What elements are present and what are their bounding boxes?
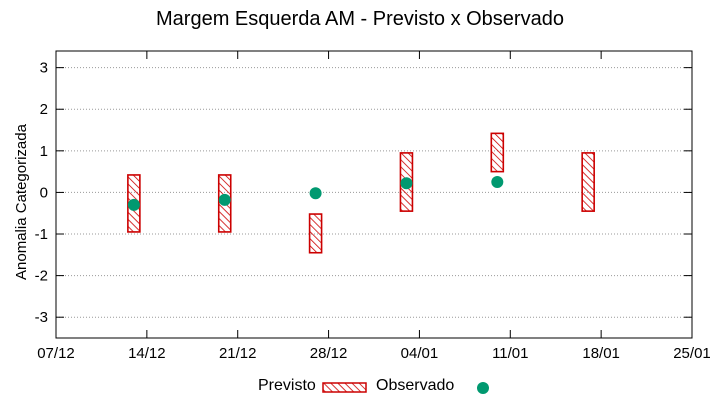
y-tick-label: -3	[35, 309, 48, 326]
observed-point	[400, 177, 413, 190]
y-tick-labels: -3 -2 -1 0 1 2 3	[35, 60, 48, 327]
plot-frame	[55, 50, 693, 339]
forecast-bar	[490, 132, 505, 173]
x-tick-label: 07/12	[37, 345, 75, 362]
legend-marker-observado	[477, 382, 489, 394]
forecast-bar	[581, 152, 595, 212]
y-tick-label: 0	[40, 184, 48, 201]
axis-ticks	[55, 51, 693, 338]
y-tick-label: 1	[40, 143, 48, 160]
legend-label-observado: Observado	[376, 377, 455, 394]
y-tick-label: 2	[40, 101, 48, 118]
grid	[56, 67, 692, 318]
legend: Previsto Observado	[0, 376, 720, 398]
x-tick-label: 18/01	[582, 345, 620, 362]
y-tick-label: 3	[40, 60, 48, 77]
observed-point	[309, 187, 322, 200]
forecast-bar	[308, 213, 323, 254]
y-axis-label: Anomalia Categorizada	[13, 123, 30, 280]
legend-label-previsto: Previsto	[258, 377, 316, 394]
x-tick-label: 28/12	[310, 345, 348, 362]
x-tick-label: 11/01	[492, 345, 528, 362]
y-tick-label: -2	[35, 268, 48, 285]
observed-points	[127, 176, 504, 211]
chart-title: Margem Esquerda AM - Previsto x Observad…	[156, 8, 564, 30]
x-tick-labels: 07/12 14/12 21/12 28/12 04/01 11/01 18/01 25/01	[37, 345, 711, 362]
observed-point	[491, 176, 504, 189]
x-tick-label: 14/12	[128, 345, 166, 362]
x-tick-label: 04/01	[401, 345, 439, 362]
observed-point	[127, 198, 140, 211]
x-tick-label: 21/12	[219, 345, 257, 362]
legend-swatch-previsto	[322, 382, 367, 393]
observed-point	[218, 193, 231, 206]
x-tick-label: 25/01	[673, 345, 711, 362]
y-tick-label: -1	[35, 226, 48, 243]
